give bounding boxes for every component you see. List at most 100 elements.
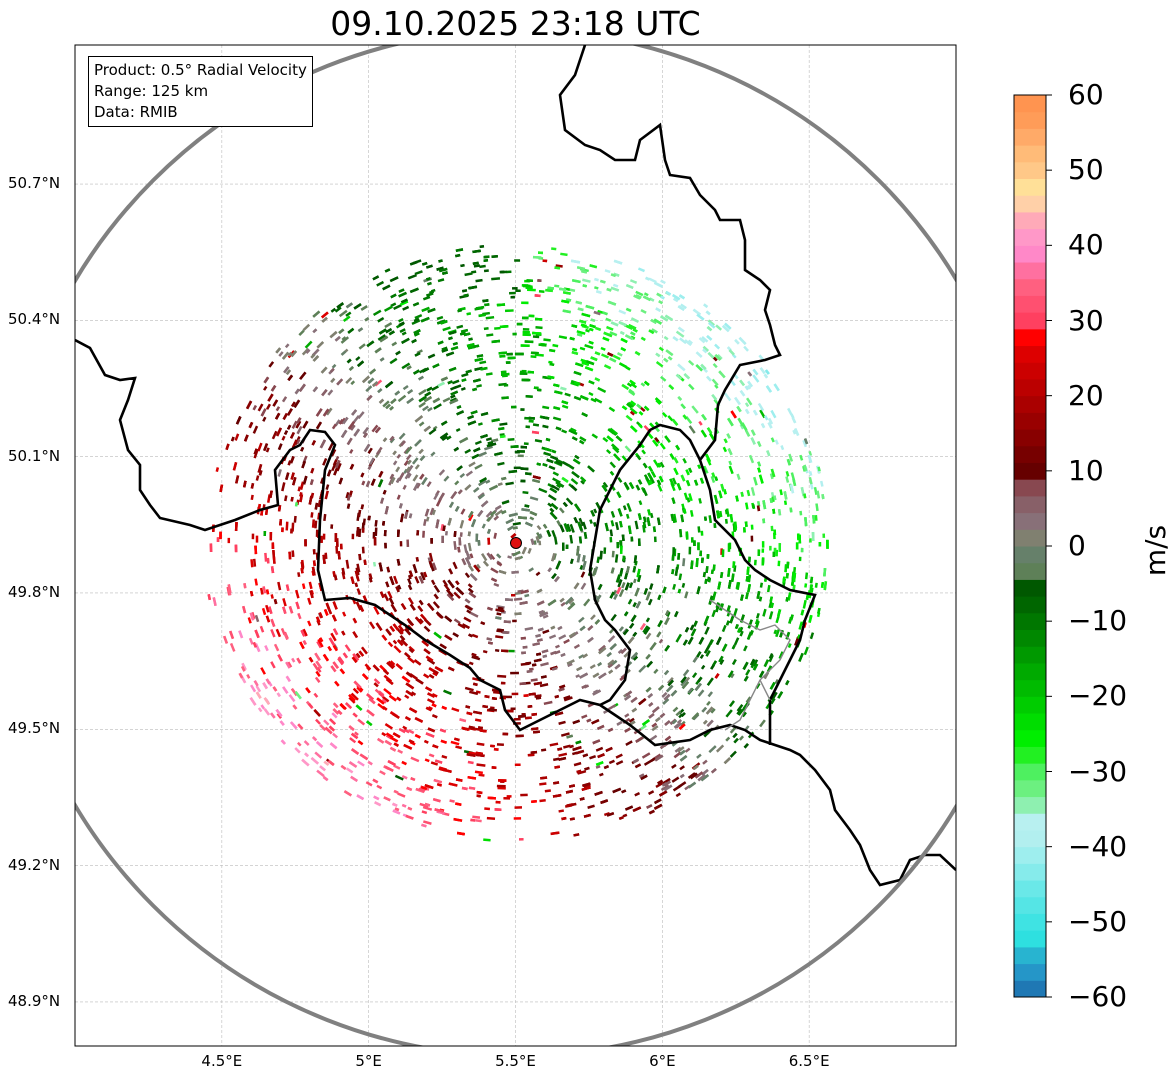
velocity-gate [581, 684, 588, 690]
velocity-gate [475, 278, 483, 283]
velocity-gate [453, 540, 457, 550]
velocity-gate [560, 386, 567, 391]
velocity-gate [407, 597, 414, 605]
velocity-gate [442, 579, 449, 587]
velocity-gate [249, 612, 255, 621]
velocity-gate [341, 567, 346, 575]
velocity-gate [407, 389, 414, 395]
velocity-gate [390, 398, 397, 405]
velocity-gate [422, 805, 433, 811]
velocity-gate [667, 679, 674, 687]
velocity-gate [665, 684, 674, 693]
velocity-gate [234, 433, 240, 441]
velocity-gate [401, 331, 407, 336]
velocity-gate [685, 676, 691, 682]
velocity-gate [401, 337, 410, 344]
velocity-gate [385, 327, 393, 334]
velocity-gate [625, 414, 633, 422]
velocity-gate [693, 620, 698, 627]
velocity-gate [759, 719, 766, 728]
velocity-gate [443, 475, 450, 482]
velocity-gate [505, 361, 511, 364]
velocity-gate [360, 646, 368, 655]
velocity-gate [356, 588, 362, 595]
velocity-gate [259, 587, 264, 595]
velocity-gate [285, 521, 289, 531]
velocity-gate [605, 746, 613, 752]
velocity-gate [640, 336, 646, 342]
velocity-gate [310, 467, 315, 474]
velocity-gate [762, 608, 767, 617]
velocity-gate [426, 658, 436, 665]
velocity-gate [474, 718, 482, 722]
velocity-gate [724, 518, 728, 524]
velocity-gate [442, 326, 451, 332]
velocity-gate [478, 493, 485, 500]
velocity-gate [707, 351, 715, 360]
velocity-gate [610, 520, 615, 527]
velocity-gate [567, 602, 576, 611]
velocity-gate [678, 723, 686, 730]
velocity-gate [473, 264, 481, 268]
velocity-gate [539, 683, 549, 688]
velocity-gate [316, 769, 325, 778]
velocity-gate [674, 566, 679, 576]
velocity-gate [312, 355, 320, 362]
velocity-gate [809, 576, 814, 584]
velocity-gate [407, 578, 412, 585]
velocity-gate [798, 652, 804, 662]
velocity-gate [719, 571, 724, 579]
velocity-gate [696, 651, 702, 658]
velocity-gate [664, 314, 674, 322]
velocity-gate [550, 455, 559, 461]
velocity-gate [500, 370, 507, 374]
velocity-gate [501, 649, 509, 653]
velocity-gate [281, 527, 284, 533]
velocity-gate [615, 522, 620, 531]
velocity-gate [439, 728, 447, 733]
velocity-gate [530, 351, 539, 355]
velocity-gate [625, 690, 633, 697]
velocity-gate [418, 575, 424, 584]
velocity-gate [565, 789, 574, 794]
velocity-gate [635, 736, 644, 743]
velocity-gate [703, 303, 709, 309]
velocity-gate [611, 443, 620, 452]
velocity-gate [561, 542, 565, 551]
velocity-gate [468, 786, 476, 790]
velocity-gate [706, 427, 713, 434]
velocity-gate [353, 428, 361, 437]
velocity-gate [671, 719, 678, 725]
velocity-gate [328, 725, 336, 732]
velocity-gate [546, 458, 554, 464]
velocity-gate [613, 593, 619, 600]
velocity-gate [572, 747, 578, 752]
velocity-gate [345, 376, 353, 384]
velocity-gate [446, 593, 455, 601]
velocity-gate [694, 682, 702, 692]
velocity-gate [433, 584, 441, 593]
velocity-gate [277, 505, 282, 512]
velocity-gate [803, 438, 809, 445]
velocity-gate [695, 364, 703, 372]
velocity-gate [626, 382, 633, 388]
velocity-gate [438, 469, 446, 476]
velocity-gate [625, 307, 632, 313]
velocity-gate [809, 538, 812, 543]
velocity-gate [750, 429, 756, 436]
velocity-gate [405, 454, 412, 461]
velocity-gate [332, 601, 338, 610]
velocity-gate [783, 500, 788, 505]
velocity-gate [526, 279, 533, 283]
velocity-gate [248, 637, 254, 645]
velocity-gate [609, 427, 618, 436]
velocity-gate [494, 648, 500, 653]
velocity-gate [331, 423, 337, 430]
velocity-gate [270, 712, 276, 719]
velocity-gate [361, 673, 369, 681]
velocity-gate [385, 732, 394, 739]
velocity-gate [616, 576, 621, 583]
velocity-gate [721, 643, 728, 652]
velocity-gate [594, 351, 601, 356]
velocity-gate [450, 346, 459, 351]
